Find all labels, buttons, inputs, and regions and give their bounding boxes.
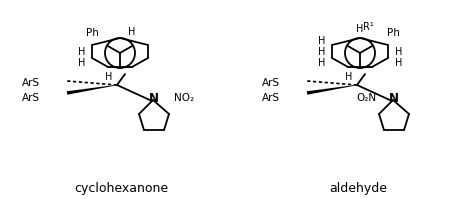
Text: N: N [149, 92, 159, 104]
Text: ArS: ArS [22, 78, 40, 88]
Polygon shape [307, 85, 357, 95]
Text: H: H [395, 58, 403, 68]
Text: H: H [356, 24, 364, 34]
Text: H: H [78, 47, 86, 57]
Text: H: H [128, 27, 136, 37]
Text: H: H [395, 47, 403, 57]
Text: O₂N: O₂N [357, 93, 377, 103]
Text: NO₂: NO₂ [174, 93, 194, 103]
Text: H: H [105, 72, 113, 82]
Text: R¹: R¹ [363, 22, 374, 32]
Text: Ph: Ph [86, 28, 99, 38]
Text: aldehyde: aldehyde [329, 182, 387, 195]
Text: cyclohexanone: cyclohexanone [74, 182, 168, 195]
Polygon shape [67, 85, 117, 95]
Text: ArS: ArS [262, 93, 280, 103]
Text: H: H [319, 36, 326, 46]
Text: N: N [389, 92, 399, 104]
Text: Ph: Ph [387, 28, 400, 38]
Text: H: H [78, 58, 86, 68]
Text: H: H [319, 58, 326, 68]
Text: H: H [319, 47, 326, 57]
Text: H: H [346, 72, 353, 82]
Text: ArS: ArS [22, 93, 40, 103]
Text: ArS: ArS [262, 78, 280, 88]
